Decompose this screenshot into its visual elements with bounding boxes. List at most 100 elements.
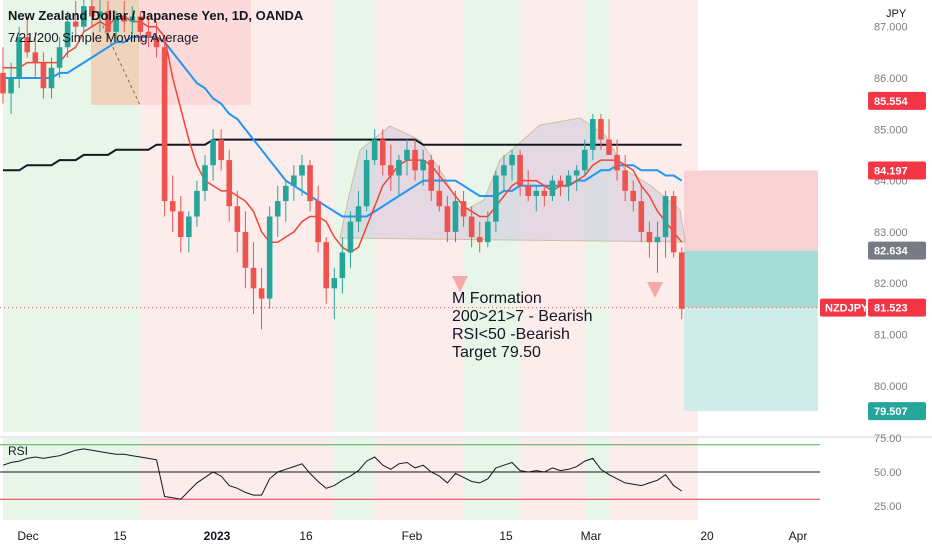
candle-body [557,180,564,186]
candle-body [501,165,507,176]
price-tick: 81.000 [874,330,908,342]
candle-body [581,149,588,171]
rsi-label: RSI [8,444,29,458]
candle-body [331,278,338,289]
currency-label: JPY [886,8,907,20]
price-badge [868,91,926,110]
price-badge-value: 82.634 [874,246,909,258]
candle-body [436,190,443,207]
time-tick: 15 [113,529,127,543]
candle-body [355,206,362,222]
time-tick: Dec [17,529,38,543]
candle-body [323,242,329,289]
candle-body [420,160,426,171]
candle-body [598,119,604,140]
note-line-4: Target 79.50 [452,344,541,361]
price-tick: 86.000 [874,73,908,85]
symbol-title[interactable]: New Zealand Dollar / Japanese Yen, 1D, O… [8,8,303,23]
candle-body [40,62,47,89]
time-tick: Mar [581,529,602,543]
candle-body [396,160,402,176]
analysis-note[interactable]: M Formation 200>21>7 - Bearish RSI<50 -Bea… [452,290,593,362]
rsi-bg-band-5 [520,438,585,520]
price-badge [868,298,926,317]
candle-body [105,11,111,32]
candle-body [194,190,200,217]
candle-body [517,154,523,186]
candle-body [97,11,103,17]
symbol-badge-label: NZDJPY [825,303,869,315]
indicator-legend[interactable]: 7/21/200 Simple Moving Average [8,30,199,45]
ma200-line [3,138,682,172]
candle-body [258,288,265,299]
candle-body [630,190,637,202]
candle-body [153,36,160,48]
candle-body [226,160,233,207]
price-badge-value: 81.523 [874,303,908,315]
candle-body [64,21,71,48]
candle-body [137,16,144,32]
rsi-bg-band-1 [140,438,335,520]
candle-body [525,185,531,196]
stop-zone [684,170,818,251]
candle-body [347,221,354,253]
price-badge [868,161,926,180]
candle-body [177,211,184,238]
symbol-badge [820,298,866,317]
time-tick: Apr [789,529,808,543]
candles [0,0,820,330]
price-axis[interactable]: 87.00086.00085.00084.00083.00082.00081.0… [820,22,926,513]
note-line-1: M Formation [452,290,542,307]
note-line-3: RSI<50 -Bearish [452,326,570,343]
filled-target-zone [684,250,818,308]
candle-body [266,216,273,299]
candle-body [89,6,95,17]
candle-body [218,139,224,161]
candle-body [533,190,540,196]
candle-body [654,237,661,243]
bg-band-5 [520,0,585,432]
candle-body [121,16,127,22]
price-tick: 87.000 [874,22,908,34]
candle-body [48,67,55,89]
candle-body [24,36,31,53]
candle-body [283,185,289,202]
time-tick: Feb [402,529,423,543]
candle-body [113,16,119,32]
candle-body [452,201,459,232]
candle-body [210,139,216,166]
candle-body [0,72,6,94]
candle-body [565,175,572,186]
candle-body [299,165,305,176]
candle-body [590,119,596,150]
rsi-bg-band-4 [463,438,521,520]
candle-body [242,231,249,268]
rsi-bg-band-6 [584,438,609,520]
candle-body [307,165,313,202]
candle-body [81,6,87,27]
rsi-tick: 25.00 [874,501,902,513]
candle-body [404,149,410,161]
time-tick: 15 [499,529,513,543]
short-position-tool[interactable] [684,170,818,412]
candle-body [606,139,612,155]
time-tick: 2023 [204,529,231,543]
candle-body [614,154,620,171]
price-tick: 85.000 [874,124,908,136]
candle-body [291,175,297,186]
candle-body [412,149,418,171]
price-badge [868,241,926,260]
bg-band-4 [463,0,521,432]
candle-body [186,216,192,238]
candle-body [638,201,645,232]
rsi-tick: 75.00 [874,433,902,445]
candle-body [145,31,152,37]
candle-body [8,78,14,94]
candle-body [573,170,580,176]
time-axis[interactable]: Dec 15 2023 16 Feb 15 Mar 20 Apr [17,529,807,543]
candle-body [250,267,257,289]
candle-body [161,47,168,202]
target-zone [684,307,818,412]
bg-band-6 [584,0,609,432]
